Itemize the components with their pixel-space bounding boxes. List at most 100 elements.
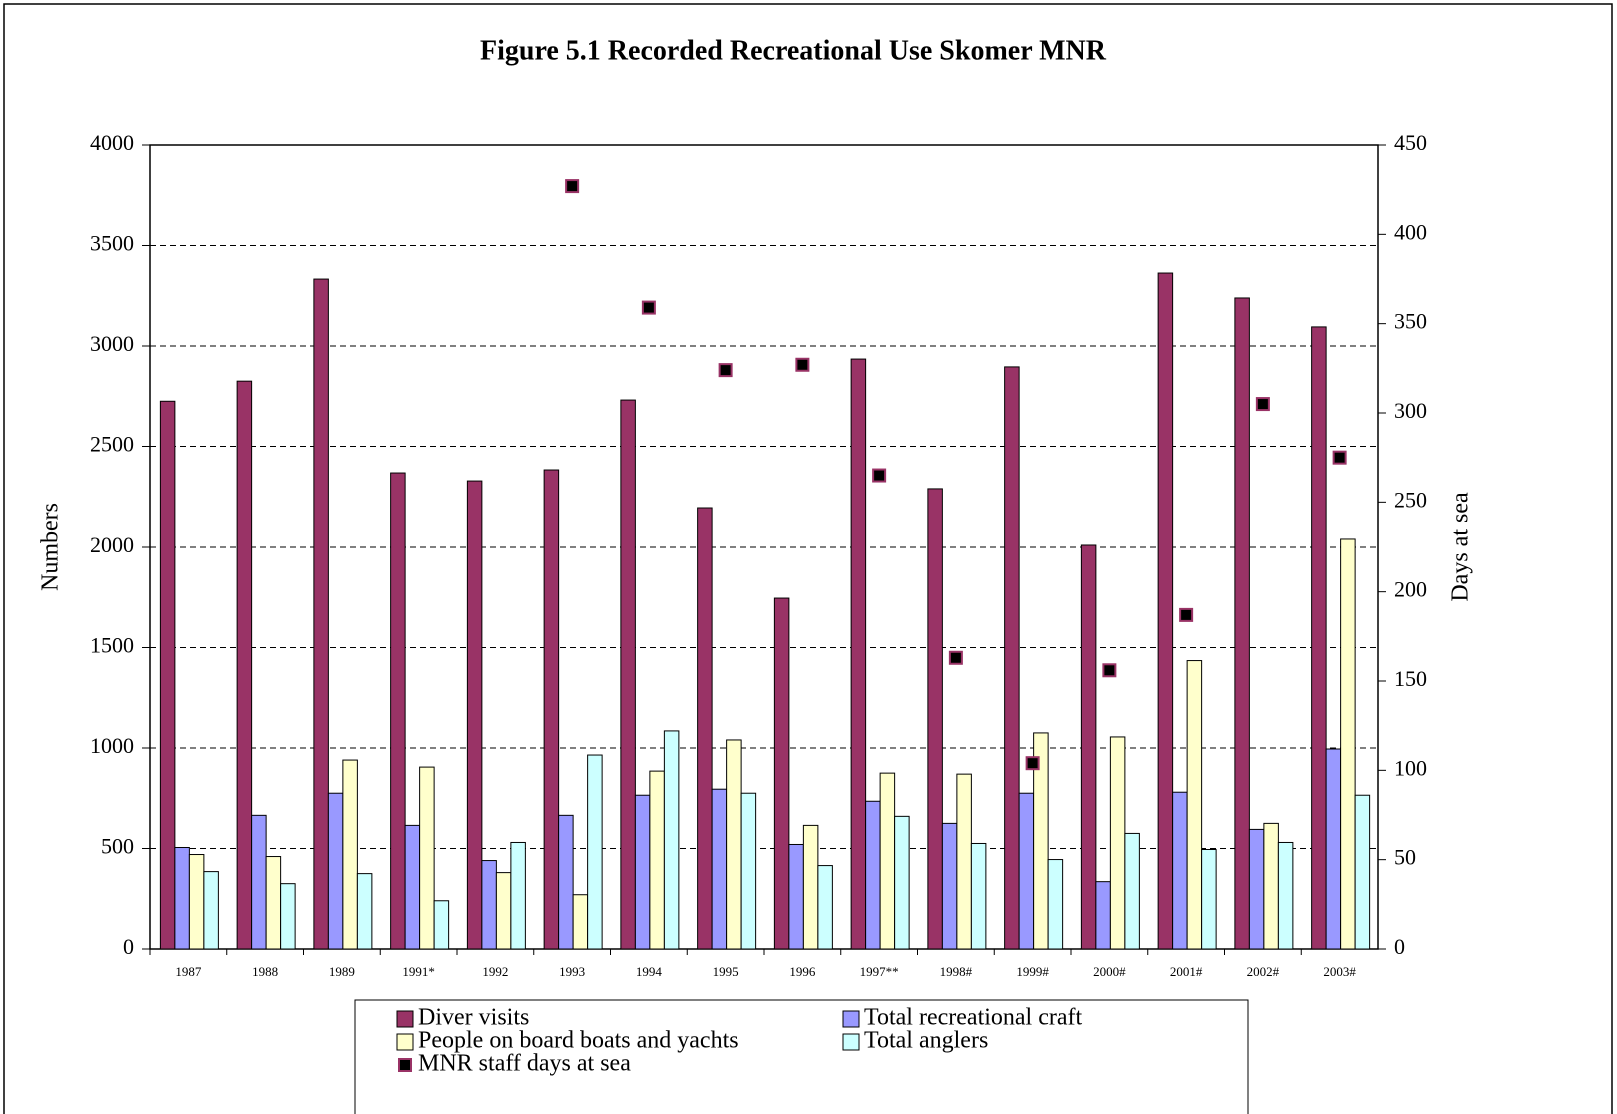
x-tick-label: 1993 xyxy=(559,964,585,979)
bar xyxy=(313,278,329,950)
bar xyxy=(649,770,665,950)
y-tick-label: 500 xyxy=(101,834,134,859)
bar xyxy=(1095,881,1111,950)
x-tick-label: 2003# xyxy=(1323,964,1356,979)
y2-tick-label: 350 xyxy=(1394,309,1427,334)
bar xyxy=(802,824,819,950)
bar xyxy=(1033,732,1049,950)
bar xyxy=(587,754,603,950)
bar xyxy=(327,792,344,950)
legend-swatch xyxy=(398,1058,412,1072)
y-tick-label: 4000 xyxy=(90,130,134,155)
bar xyxy=(1047,859,1064,950)
bar xyxy=(236,380,253,950)
bar xyxy=(558,814,574,950)
legend-label: Total recreational craft xyxy=(864,1005,1083,1031)
marker xyxy=(1332,450,1347,465)
y-tick-label: 1000 xyxy=(90,733,134,758)
marker xyxy=(1025,756,1040,771)
legend-box xyxy=(354,999,1249,1114)
bar xyxy=(634,794,651,950)
bar xyxy=(280,883,296,950)
bar xyxy=(203,871,219,950)
y2-tick-label: 300 xyxy=(1394,398,1427,423)
x-tick-label: 1995 xyxy=(713,964,739,979)
y2-tick-label: 0 xyxy=(1394,934,1405,959)
bar xyxy=(1172,791,1188,950)
x-tick-label: 2001# xyxy=(1170,964,1203,979)
y2-tick-label: 400 xyxy=(1394,219,1427,244)
bar xyxy=(433,900,450,950)
bar xyxy=(481,860,497,950)
bar xyxy=(1248,828,1265,950)
bar xyxy=(188,854,205,950)
bar xyxy=(956,773,972,950)
legend-swatch xyxy=(396,1033,414,1051)
marker xyxy=(1179,607,1194,622)
bar xyxy=(773,597,790,950)
bar xyxy=(894,815,910,950)
chart-border xyxy=(3,3,1613,1114)
y2-tick-label: 250 xyxy=(1394,487,1427,512)
marker xyxy=(1102,663,1117,678)
y2-tick-label: 200 xyxy=(1394,577,1427,602)
bar xyxy=(1186,660,1203,950)
x-tick-label: 1987 xyxy=(175,964,202,979)
legend-swatch xyxy=(396,1010,414,1028)
y-tick-label: 3000 xyxy=(90,331,134,356)
y-tick-label: 2500 xyxy=(90,432,134,457)
y2-tick-label: 450 xyxy=(1394,130,1427,155)
bar xyxy=(879,772,896,950)
bar xyxy=(865,800,881,950)
bar xyxy=(159,400,176,950)
bar xyxy=(711,788,728,950)
legend-label: Total anglers xyxy=(864,1028,988,1054)
y-tick-label: 2000 xyxy=(90,532,134,557)
bar xyxy=(1263,822,1279,950)
legend-label: Diver visits xyxy=(418,1005,529,1031)
bar xyxy=(1354,794,1371,950)
bar xyxy=(927,488,943,950)
marker xyxy=(718,363,733,378)
bar xyxy=(788,843,804,950)
y-tick-label: 0 xyxy=(123,934,134,959)
bar xyxy=(510,841,526,950)
x-tick-label: 1994 xyxy=(636,964,663,979)
bar xyxy=(663,730,680,950)
x-tick-label: 1989 xyxy=(329,964,355,979)
x-tick-label: 1988 xyxy=(252,964,278,979)
bar xyxy=(850,358,867,950)
x-tick-label: 2002# xyxy=(1247,964,1280,979)
y2-tick-label: 150 xyxy=(1394,666,1427,691)
bar xyxy=(1080,544,1097,950)
bar xyxy=(1277,841,1294,950)
bar xyxy=(697,507,713,950)
bar xyxy=(495,872,512,950)
bar xyxy=(817,865,833,950)
bar xyxy=(1109,736,1126,950)
y-axis-label: Numbers xyxy=(38,503,64,591)
y-tick-label: 3500 xyxy=(90,231,134,256)
legend-label: MNR staff days at sea xyxy=(418,1051,631,1077)
marker xyxy=(1255,397,1270,412)
bar xyxy=(251,814,267,950)
marker xyxy=(948,650,963,665)
bar xyxy=(1311,326,1327,950)
x-tick-label: 1998# xyxy=(940,964,973,979)
bar xyxy=(1201,849,1217,950)
bar xyxy=(1325,748,1342,950)
x-tick-label: 2000# xyxy=(1093,964,1126,979)
bar xyxy=(1018,792,1035,950)
y2-tick-label: 50 xyxy=(1394,845,1416,870)
bar xyxy=(572,894,589,950)
marker xyxy=(795,357,810,372)
x-tick-label: 1992 xyxy=(482,964,508,979)
y2-axis-label: Days at sea xyxy=(1448,492,1474,602)
legend-label: People on board boats and yachts xyxy=(418,1028,739,1054)
bar xyxy=(390,472,406,950)
bar xyxy=(419,766,435,950)
bar xyxy=(404,824,421,950)
bar xyxy=(1157,272,1174,950)
bar xyxy=(1124,832,1140,950)
y-tick-label: 1500 xyxy=(90,633,134,658)
